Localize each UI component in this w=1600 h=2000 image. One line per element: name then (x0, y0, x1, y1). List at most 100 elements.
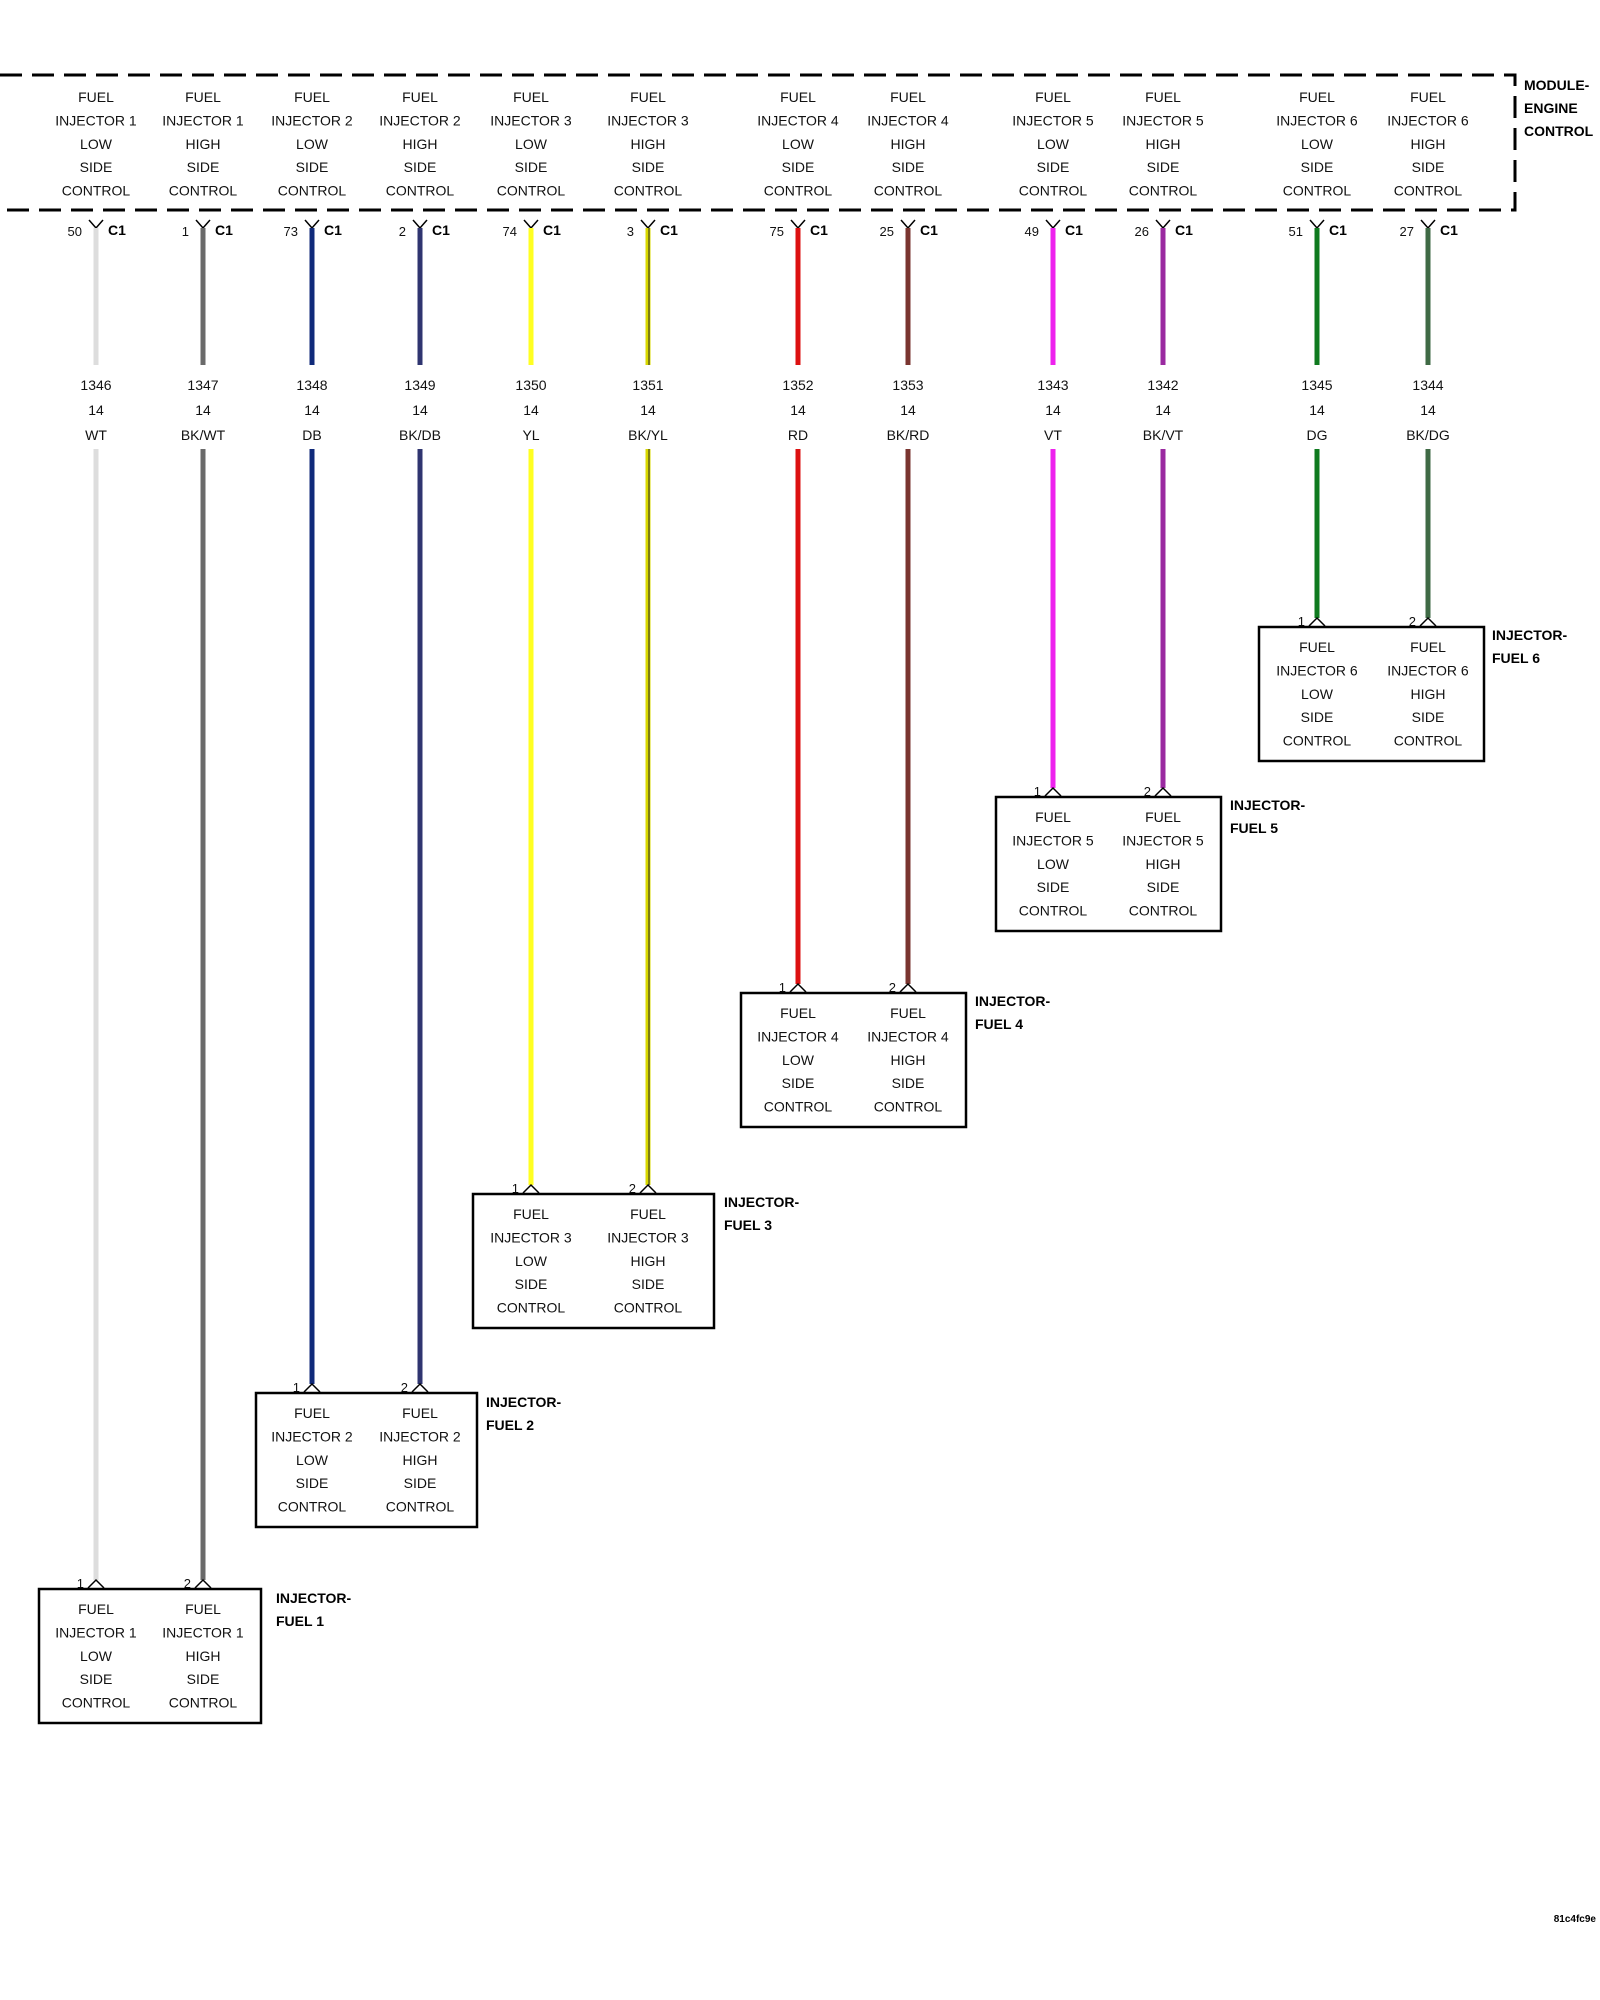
module-pin-function-label: SIDE (782, 159, 815, 175)
wire-color-code: BK/DB (399, 427, 441, 443)
circuit-number: 1352 (782, 377, 813, 393)
cavity-number: 73 (284, 224, 298, 239)
module-pin-function-label: HIGH (1411, 136, 1446, 152)
wire-gauge: 14 (88, 402, 104, 418)
module-pin-function-label: CONTROL (614, 183, 683, 199)
module-pin-function-label: LOW (1301, 136, 1334, 152)
connector-cavity-symbol (790, 219, 806, 230)
pin-number: 1 (77, 1576, 84, 1591)
injector-pin-function-label: CONTROL (169, 1695, 238, 1711)
injector-pin-function-label: CONTROL (62, 1695, 131, 1711)
circuit-number: 1351 (632, 377, 663, 393)
injector-fuel-3: INJECTOR- FUEL 3 (471, 1192, 800, 1330)
connector-pin-symbol (1308, 616, 1326, 627)
circuit-number: 1346 (80, 377, 111, 393)
pin-number: 2 (401, 1380, 408, 1395)
connector-pin-symbol (639, 1183, 657, 1194)
module-pin-function-label: INJECTOR 4 (757, 112, 839, 128)
wire-gauge: 14 (790, 402, 806, 418)
pin-number: 2 (184, 1576, 191, 1591)
module-pin-function-label: FUEL (294, 89, 330, 105)
connector-cavity-symbol (304, 219, 320, 230)
module-pin-function-label: SIDE (632, 159, 665, 175)
connector-cavity-symbol (1420, 219, 1436, 230)
cavity-number: 75 (770, 224, 784, 239)
wire-1343: FUEL INJECTOR 5 LOW SIDE CONTROL 49 C1 1343 14 VT… (1012, 89, 1094, 919)
injector-pin-function-label: SIDE (515, 1276, 548, 1292)
module-name-line: ENGINE (1524, 100, 1578, 116)
injector-pin-function-label: CONTROL (1019, 903, 1088, 919)
injector-name-line: INJECTOR- (486, 1394, 562, 1410)
injector-pin-function-label: SIDE (404, 1475, 437, 1491)
connector-label: C1 (660, 222, 678, 238)
module-pin-function-label: HIGH (1146, 136, 1181, 152)
injector-pin-function-label: SIDE (1301, 709, 1334, 725)
wire-color-code: BK/YL (628, 427, 668, 443)
injector-pin-function-label: CONTROL (278, 1499, 347, 1515)
injector-pin-function-label: INJECTOR 5 (1012, 832, 1094, 848)
injector-pin-function-label: INJECTOR 3 (490, 1229, 572, 1245)
connector-cavity-symbol (900, 219, 916, 230)
wire-gauge: 14 (900, 402, 916, 418)
injector-pin-function-label: FUEL (78, 1601, 114, 1617)
pin-number: 1 (512, 1181, 519, 1196)
connector-pin-symbol (789, 982, 807, 993)
connector-label: C1 (810, 222, 828, 238)
module-pin-function-label: CONTROL (1283, 183, 1352, 199)
connector-label: C1 (432, 222, 450, 238)
injector-pin-function-label: FUEL (890, 1005, 926, 1021)
wire-color-code: BK/RD (887, 427, 930, 443)
connector-pin-symbol (1044, 786, 1062, 797)
module-pin-function-label: LOW (80, 136, 113, 152)
circuit-number: 1349 (404, 377, 435, 393)
cavity-number: 3 (627, 224, 634, 239)
injector-name-line: FUEL 5 (1230, 820, 1278, 836)
module-pin-function-label: FUEL (1299, 89, 1335, 105)
connector-cavity-symbol (195, 219, 211, 230)
pin-number: 1 (779, 980, 786, 995)
cavity-number: 26 (1135, 224, 1149, 239)
connector-label: C1 (108, 222, 126, 238)
module-pin-function-label: SIDE (1412, 159, 1445, 175)
injector-pin-function-label: FUEL (1299, 639, 1335, 655)
connector-label: C1 (920, 222, 938, 238)
wire-gauge: 14 (1309, 402, 1325, 418)
module-pin-function-label: CONTROL (1019, 183, 1088, 199)
connector-cavity-symbol (1309, 219, 1325, 230)
injector-box (37, 1587, 263, 1725)
module-pin-function-label: INJECTOR 5 (1122, 112, 1204, 128)
injector-pin-function-label: LOW (1301, 686, 1334, 702)
injector-pin-function-label: CONTROL (497, 1300, 566, 1316)
injector-pin-function-label: SIDE (632, 1276, 665, 1292)
injector-pin-function-label: LOW (782, 1052, 815, 1068)
connector-pin-symbol (899, 982, 917, 993)
circuit-number: 1343 (1037, 377, 1068, 393)
injector-fuel-6: INJECTOR- FUEL 6 (1257, 625, 1568, 763)
module-pin-function-label: INJECTOR 2 (379, 112, 461, 128)
circuit-number: 1348 (296, 377, 327, 393)
wire-gauge: 14 (304, 402, 320, 418)
wire-1353: FUEL INJECTOR 4 HIGH SIDE CONTROL 25 C1 1353 14 B… (867, 89, 949, 1115)
wire-1351: FUEL INJECTOR 3 HIGH SIDE CONTROL 3 C1 1351 14 BK… (607, 89, 689, 1316)
module-pin-function-label: INJECTOR 1 (162, 112, 244, 128)
injector-box (739, 991, 968, 1129)
module-pin-function-label: HIGH (186, 136, 221, 152)
injector-pin-function-label: FUEL (513, 1206, 549, 1222)
connector-label: C1 (215, 222, 233, 238)
injector-pin-function-label: FUEL (1145, 809, 1181, 825)
injector-pin-function-label: FUEL (402, 1405, 438, 1421)
connector-cavity-symbol (523, 219, 539, 230)
circuit-number: 1347 (187, 377, 218, 393)
injector-name-line: FUEL 4 (975, 1016, 1023, 1032)
wire-gauge: 14 (1155, 402, 1171, 418)
injector-name-line: FUEL 3 (724, 1217, 772, 1233)
module-pin-function-label: INJECTOR 5 (1012, 112, 1094, 128)
module-pin-function-label: CONTROL (386, 183, 455, 199)
injector-pin-function-label: SIDE (1147, 879, 1180, 895)
wire-gauge: 14 (640, 402, 656, 418)
injector-pin-function-label: FUEL (630, 1206, 666, 1222)
wire-gauge: 14 (1420, 402, 1436, 418)
module-pin-function-label: INJECTOR 4 (867, 112, 949, 128)
module-pin-function-label: INJECTOR 6 (1276, 112, 1358, 128)
injector-pin-function-label: SIDE (1037, 879, 1070, 895)
